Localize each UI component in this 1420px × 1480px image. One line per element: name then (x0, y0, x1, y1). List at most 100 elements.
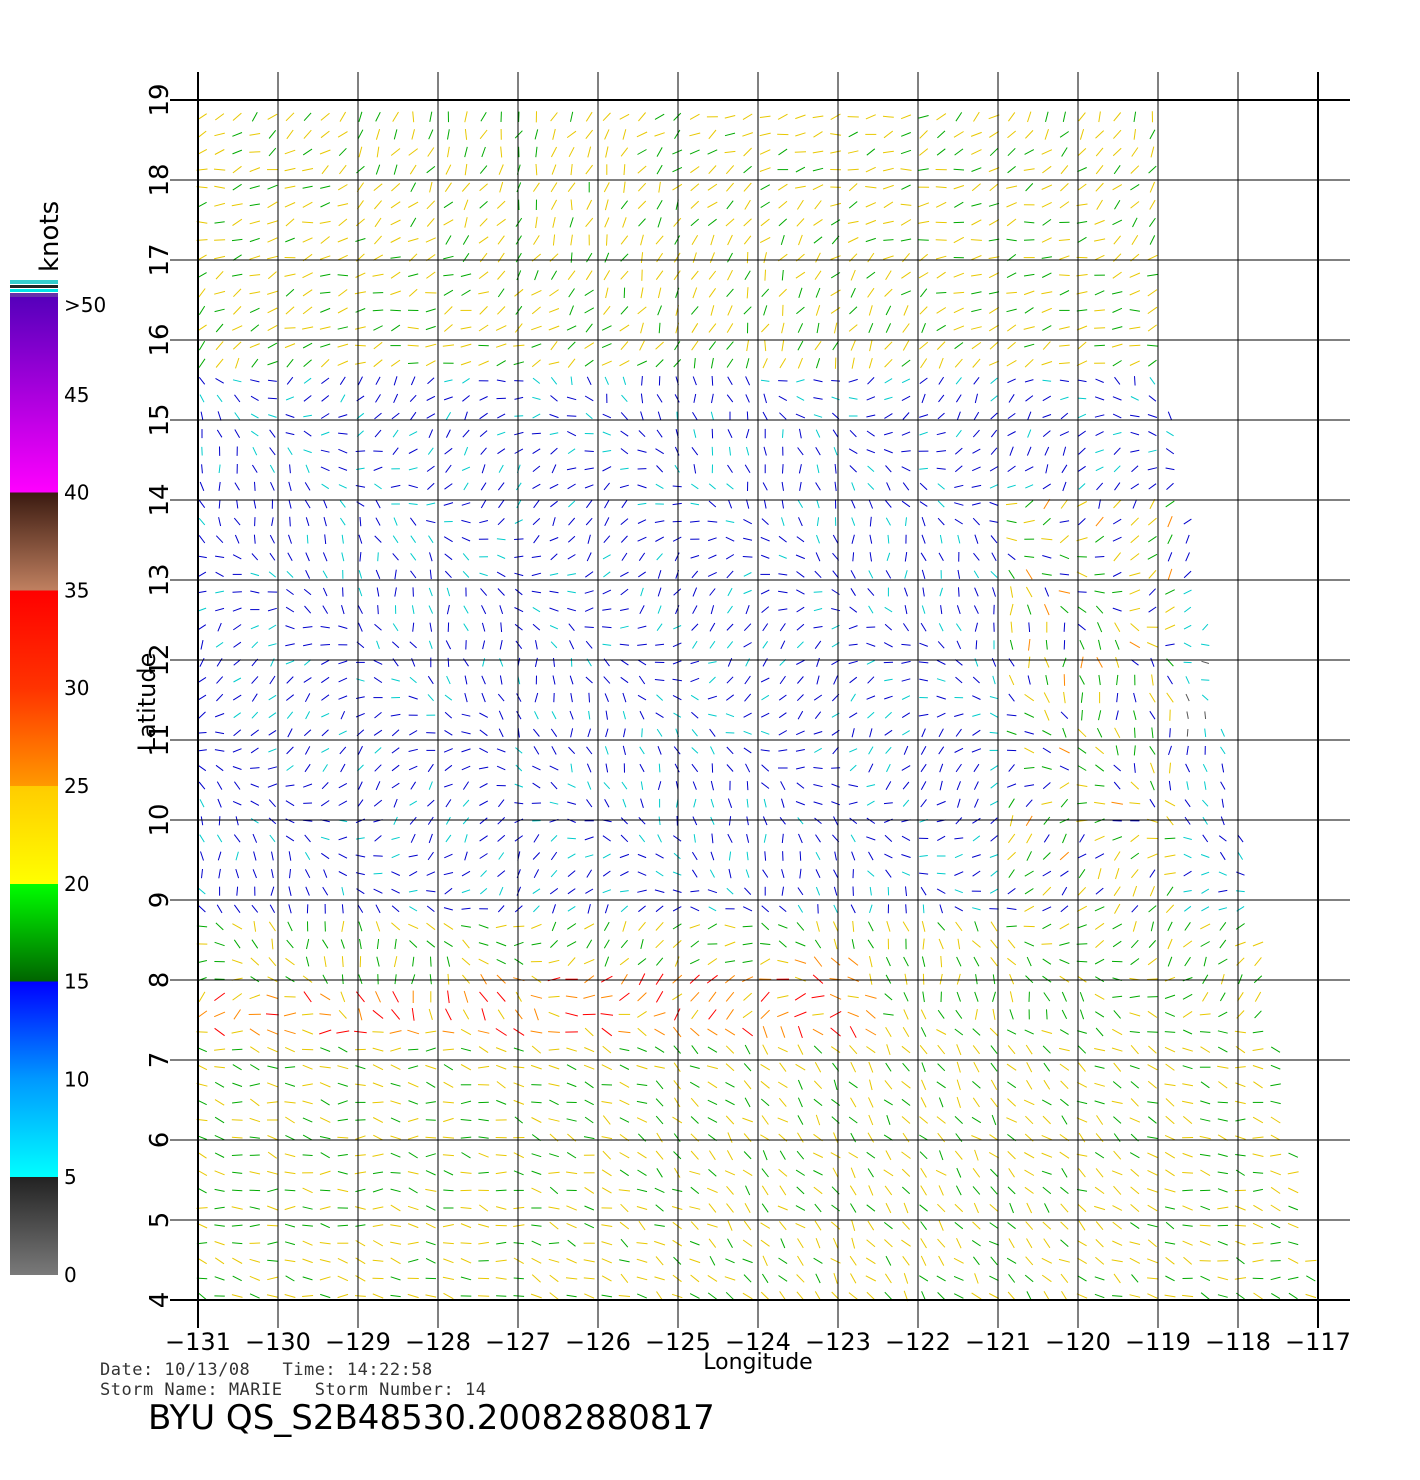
wind-vector (901, 1081, 911, 1089)
wind-vector (1270, 1153, 1282, 1157)
wind-vector (725, 1099, 735, 1106)
wind-vector (813, 1045, 823, 1054)
wind-vector (761, 323, 770, 333)
wind-vector (1009, 991, 1014, 1003)
wind-vector (918, 272, 929, 279)
wind-vector (1078, 1132, 1086, 1143)
wind-vector (604, 693, 609, 702)
wind-vector (884, 606, 893, 613)
wind-vector (639, 746, 645, 755)
wind-vector (1270, 1116, 1281, 1124)
wind-vector (849, 606, 858, 613)
wind-vector (341, 904, 344, 914)
wind-vector (514, 130, 523, 139)
wind-vector (338, 695, 348, 700)
wind-vector (446, 956, 451, 967)
wind-vector (1165, 1098, 1175, 1107)
wind-vector (796, 379, 805, 383)
wind-vector (1095, 535, 1105, 543)
wind-vector (338, 466, 348, 471)
wind-vector (533, 535, 540, 544)
wind-vector (1042, 886, 1052, 896)
wind-vector (1130, 1044, 1139, 1055)
wind-vector (550, 376, 558, 385)
wind-vector (533, 728, 540, 737)
wind-vector (1076, 501, 1088, 507)
wind-vector (1042, 906, 1052, 912)
wind-vector (1095, 1011, 1105, 1018)
wind-vector (848, 1116, 858, 1124)
wind-vector (674, 763, 680, 773)
wind-vector (1045, 639, 1048, 650)
wind-vector (1026, 851, 1032, 861)
wind-vector (391, 678, 400, 682)
wind-vector (1252, 1065, 1264, 1070)
wind-vector (972, 448, 981, 454)
wind-vector (1006, 202, 1017, 208)
wind-vector (726, 623, 734, 631)
wind-vector (1217, 1206, 1229, 1210)
wind-vector (1042, 1186, 1052, 1195)
wind-vector (513, 1028, 525, 1036)
wind-vector (249, 994, 261, 1000)
wind-vector (989, 1275, 999, 1282)
wind-vector (655, 1256, 664, 1266)
wind-vector (1007, 1045, 1016, 1055)
wind-vector (1130, 1168, 1140, 1177)
wind-vector (655, 1204, 664, 1212)
y-tick-label: 16 (145, 323, 175, 356)
wind-vector (953, 291, 965, 294)
wind-vector (815, 552, 821, 562)
wind-vector (355, 450, 366, 452)
wind-vector (1219, 992, 1226, 1002)
wind-vector (358, 974, 363, 985)
wind-vector (1023, 767, 1035, 769)
wind-vector (340, 763, 346, 773)
wind-vector (742, 113, 753, 121)
wind-vector (1252, 1259, 1264, 1263)
wind-vector (708, 323, 717, 333)
wind-vector (214, 290, 226, 295)
wind-vector (725, 694, 735, 701)
wind-vector (830, 1152, 841, 1159)
wind-vector (341, 956, 344, 968)
wind-vector (198, 340, 206, 351)
wind-vector (214, 1188, 225, 1192)
wind-vector (936, 695, 946, 700)
wind-vector (549, 413, 559, 419)
wind-vector (567, 448, 576, 455)
wind-vector (815, 1238, 821, 1249)
wind-vector (514, 519, 523, 524)
wind-vector (637, 1047, 647, 1052)
wind-vector (1148, 449, 1157, 453)
wind-vector (936, 1029, 947, 1035)
wind-vector (601, 1101, 613, 1104)
wind-vector (304, 499, 311, 509)
wind-vector (446, 675, 451, 685)
wind-vector (796, 922, 805, 931)
wind-vector (812, 1152, 824, 1158)
wind-vector (287, 728, 293, 738)
wind-vector (513, 1224, 525, 1227)
wind-vector (304, 852, 311, 860)
wind-vector (936, 148, 946, 156)
wind-vector (742, 906, 753, 912)
wind-vector (813, 801, 823, 805)
wind-vector (1129, 344, 1141, 347)
wind-vector (866, 414, 876, 418)
wind-vector (815, 447, 821, 456)
wind-vector (603, 921, 610, 931)
wind-vector (1059, 573, 1070, 576)
wind-vector (604, 798, 610, 808)
wind-vector (1114, 639, 1120, 650)
wind-vector (374, 623, 382, 631)
wind-vector (953, 185, 965, 190)
wind-vector (673, 1045, 681, 1054)
wind-vector (918, 202, 930, 208)
wind-vector (338, 1046, 348, 1053)
wind-vector (1007, 112, 1016, 122)
wind-vector (375, 111, 381, 122)
wind-vector (1077, 886, 1087, 896)
wind-vector (727, 464, 733, 473)
wind-vector (319, 291, 331, 294)
